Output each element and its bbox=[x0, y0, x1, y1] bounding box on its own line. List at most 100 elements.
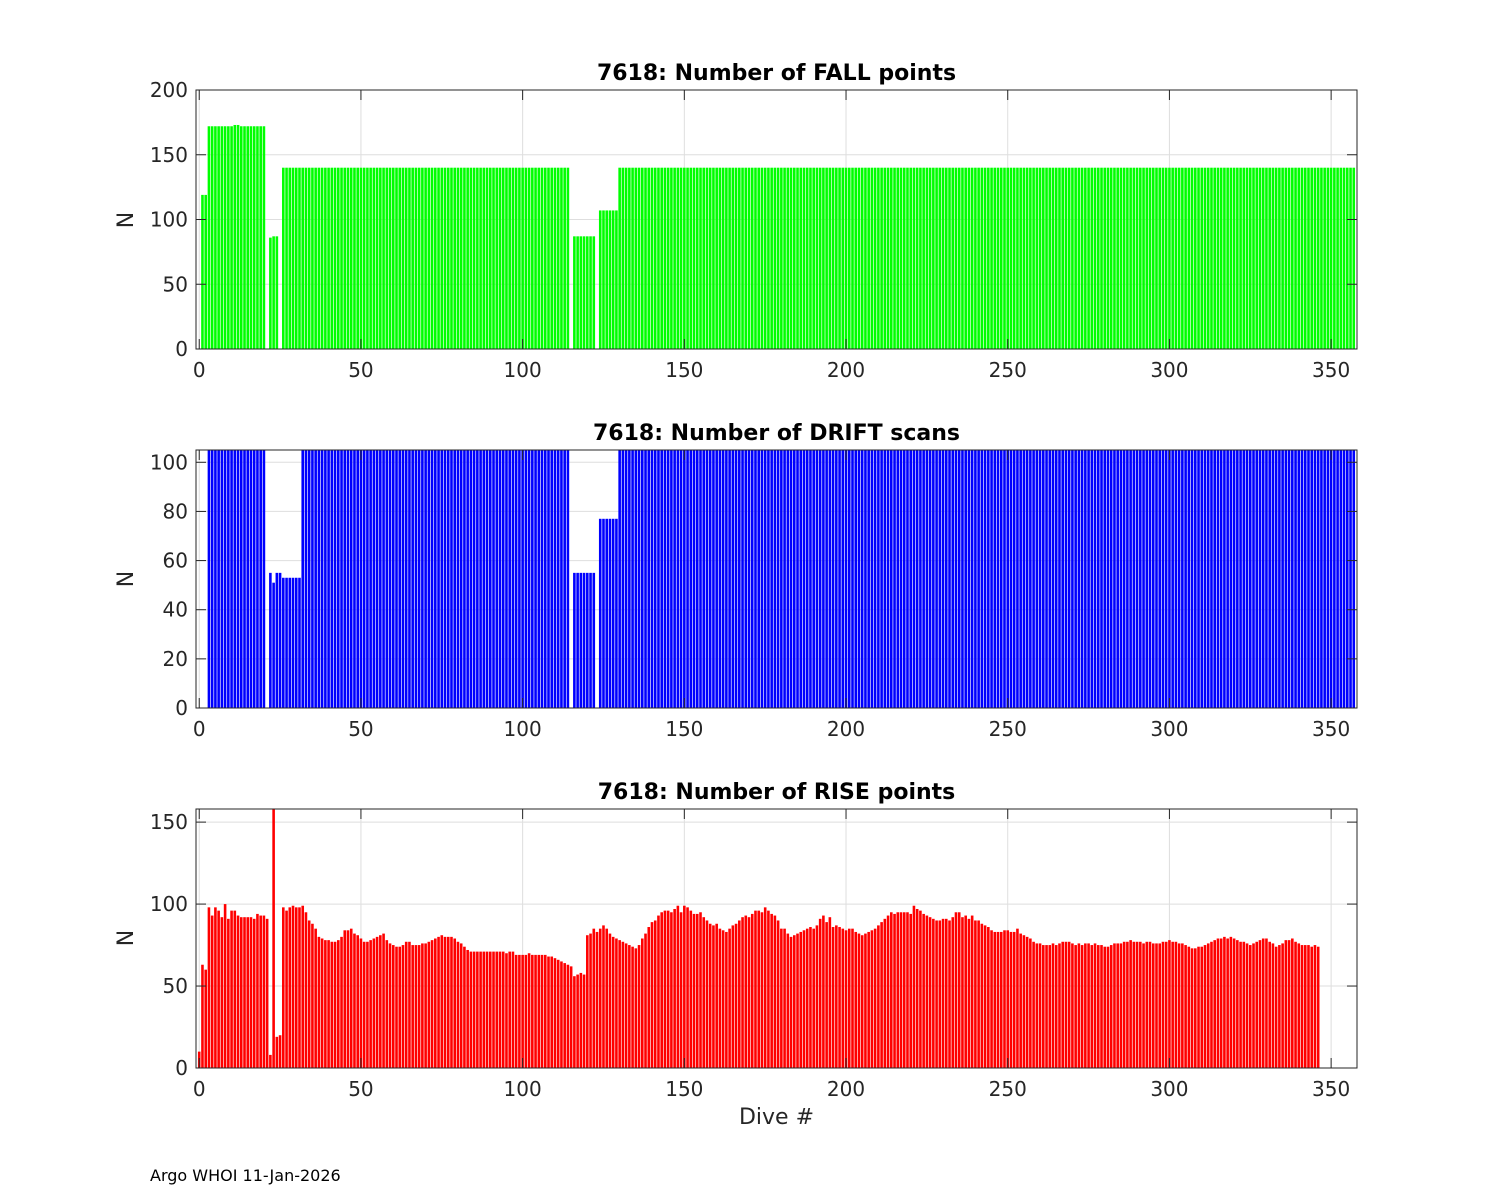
drift-bar bbox=[980, 450, 984, 708]
fall-bar bbox=[993, 167, 997, 349]
drift-bar bbox=[1151, 450, 1155, 708]
rise-bar bbox=[501, 951, 505, 1068]
fall-bar bbox=[346, 167, 350, 349]
fall-bar bbox=[1032, 167, 1035, 349]
fall-bar bbox=[337, 167, 340, 349]
rise-bar bbox=[1155, 943, 1158, 1068]
fall-bar bbox=[1129, 167, 1132, 349]
rise-bar bbox=[721, 930, 725, 1068]
rise-bar bbox=[1093, 943, 1097, 1068]
fall-bar bbox=[666, 167, 670, 349]
fall-bar bbox=[1045, 167, 1048, 349]
fall-bar bbox=[763, 167, 767, 349]
fall-x-tick-label: 150 bbox=[665, 358, 703, 382]
drift-bar bbox=[411, 450, 414, 708]
rise-bar bbox=[935, 920, 938, 1068]
rise-bar bbox=[844, 930, 848, 1068]
fall-bar bbox=[256, 126, 259, 349]
rise-bar bbox=[1054, 945, 1058, 1068]
rise-bar bbox=[1071, 943, 1074, 1068]
rise-bar bbox=[1084, 943, 1087, 1068]
fall-bar bbox=[844, 167, 848, 349]
rise-bar bbox=[611, 936, 615, 1068]
drift-bar bbox=[466, 450, 469, 708]
fall-bar bbox=[809, 167, 812, 349]
rise-bar bbox=[427, 941, 431, 1068]
rise-bar bbox=[750, 913, 754, 1068]
rise-bar bbox=[269, 1054, 272, 1068]
drift-bar bbox=[847, 450, 851, 708]
drift-bar bbox=[802, 450, 806, 708]
drift-bar bbox=[815, 450, 819, 708]
drift-bar bbox=[285, 577, 288, 708]
fall-bar bbox=[1352, 167, 1356, 349]
drift-bar bbox=[967, 450, 971, 708]
fall-bar bbox=[1336, 167, 1339, 349]
fall-bar bbox=[298, 167, 301, 349]
fall-bar bbox=[796, 167, 799, 349]
drift-bar bbox=[356, 450, 359, 708]
rise-bar bbox=[1139, 941, 1142, 1068]
rise-bar bbox=[657, 915, 660, 1068]
drift-bar bbox=[725, 450, 728, 708]
drift-bar bbox=[831, 450, 835, 708]
rise-bar bbox=[233, 910, 237, 1068]
rise-bar bbox=[734, 923, 738, 1068]
rise-bar bbox=[1291, 938, 1294, 1068]
drift-bar bbox=[1080, 450, 1084, 708]
drift-bars bbox=[207, 450, 1356, 708]
rise-bar bbox=[320, 938, 324, 1068]
drift-bar bbox=[1216, 450, 1220, 708]
fall-bar bbox=[1226, 167, 1229, 349]
fall-bar bbox=[576, 236, 579, 349]
drift-bar bbox=[1012, 450, 1016, 708]
drift-bar bbox=[385, 450, 389, 708]
drift-bar bbox=[1100, 450, 1103, 708]
rise-bar bbox=[757, 910, 761, 1068]
fall-bar bbox=[951, 167, 955, 349]
fall-bar bbox=[1213, 167, 1216, 349]
drift-bar bbox=[860, 450, 864, 708]
rise-bar bbox=[1045, 945, 1048, 1068]
rise-bar bbox=[1219, 938, 1223, 1068]
drift-bar bbox=[359, 450, 363, 708]
drift-bar bbox=[873, 450, 877, 708]
fall-bar bbox=[592, 236, 596, 349]
drift-bar bbox=[841, 450, 845, 708]
rise-bar bbox=[967, 918, 971, 1068]
rise-bar bbox=[838, 927, 841, 1068]
fall-bar bbox=[1255, 167, 1259, 349]
fall-bar bbox=[262, 126, 266, 349]
drift-x-tick-label: 50 bbox=[348, 717, 373, 741]
drift-bar bbox=[1058, 450, 1061, 708]
rise-bar bbox=[301, 905, 305, 1068]
drift-bar bbox=[440, 450, 444, 708]
rise-x-tick-label: 50 bbox=[348, 1077, 373, 1101]
fall-bar bbox=[815, 167, 819, 349]
drift-bar bbox=[362, 450, 366, 708]
rise-bar bbox=[1058, 943, 1061, 1068]
fall-bar bbox=[1177, 167, 1181, 349]
fall-bar bbox=[333, 167, 337, 349]
drift-bar bbox=[379, 450, 382, 708]
fall-bar bbox=[980, 167, 984, 349]
drift-bar bbox=[388, 450, 392, 708]
rise-bar bbox=[864, 933, 867, 1068]
drift-bar bbox=[252, 450, 256, 708]
drift-bar bbox=[864, 450, 867, 708]
drift-bar bbox=[1252, 450, 1255, 708]
rise-bar bbox=[1236, 940, 1239, 1068]
drift-bar bbox=[259, 450, 262, 708]
drift-axes-frame bbox=[195, 449, 1358, 709]
rise-bar bbox=[835, 925, 838, 1068]
drift-bar bbox=[993, 450, 997, 708]
rise-bar bbox=[537, 954, 541, 1068]
rise-bar bbox=[543, 954, 547, 1068]
rise-bar bbox=[1226, 938, 1229, 1068]
drift-bar bbox=[1190, 450, 1194, 708]
fall-bar bbox=[1261, 167, 1265, 349]
fall-y-tick-label: 0 bbox=[175, 337, 188, 361]
rise-bar bbox=[550, 956, 554, 1068]
fall-bar bbox=[1284, 167, 1288, 349]
drift-bar bbox=[1203, 450, 1207, 708]
